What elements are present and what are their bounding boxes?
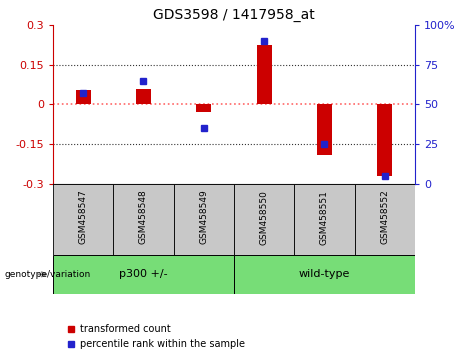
Text: GSM458547: GSM458547	[79, 190, 88, 245]
Bar	[196, 104, 211, 112]
Text: wild-type: wild-type	[299, 269, 350, 279]
Bar	[377, 104, 392, 176]
Bar	[113, 184, 174, 255]
Bar	[136, 88, 151, 104]
Text: genotype/variation: genotype/variation	[5, 270, 91, 279]
Text: GSM458548: GSM458548	[139, 190, 148, 245]
Text: GSM458551: GSM458551	[320, 190, 329, 245]
Bar	[76, 90, 91, 104]
Legend: transformed count, percentile rank within the sample: transformed count, percentile rank withi…	[67, 324, 245, 349]
Text: p300 +/-: p300 +/-	[119, 269, 168, 279]
Bar	[257, 45, 272, 104]
Text: GSM458549: GSM458549	[199, 190, 208, 245]
Bar	[317, 104, 332, 155]
Bar	[355, 184, 415, 255]
Bar	[294, 184, 355, 255]
Text: GSM458550: GSM458550	[260, 190, 269, 245]
Bar	[234, 184, 294, 255]
Text: GSM458552: GSM458552	[380, 190, 389, 245]
Title: GDS3598 / 1417958_at: GDS3598 / 1417958_at	[153, 8, 315, 22]
Bar	[53, 255, 234, 294]
Bar	[174, 184, 234, 255]
Bar	[53, 184, 113, 255]
Bar	[234, 255, 415, 294]
